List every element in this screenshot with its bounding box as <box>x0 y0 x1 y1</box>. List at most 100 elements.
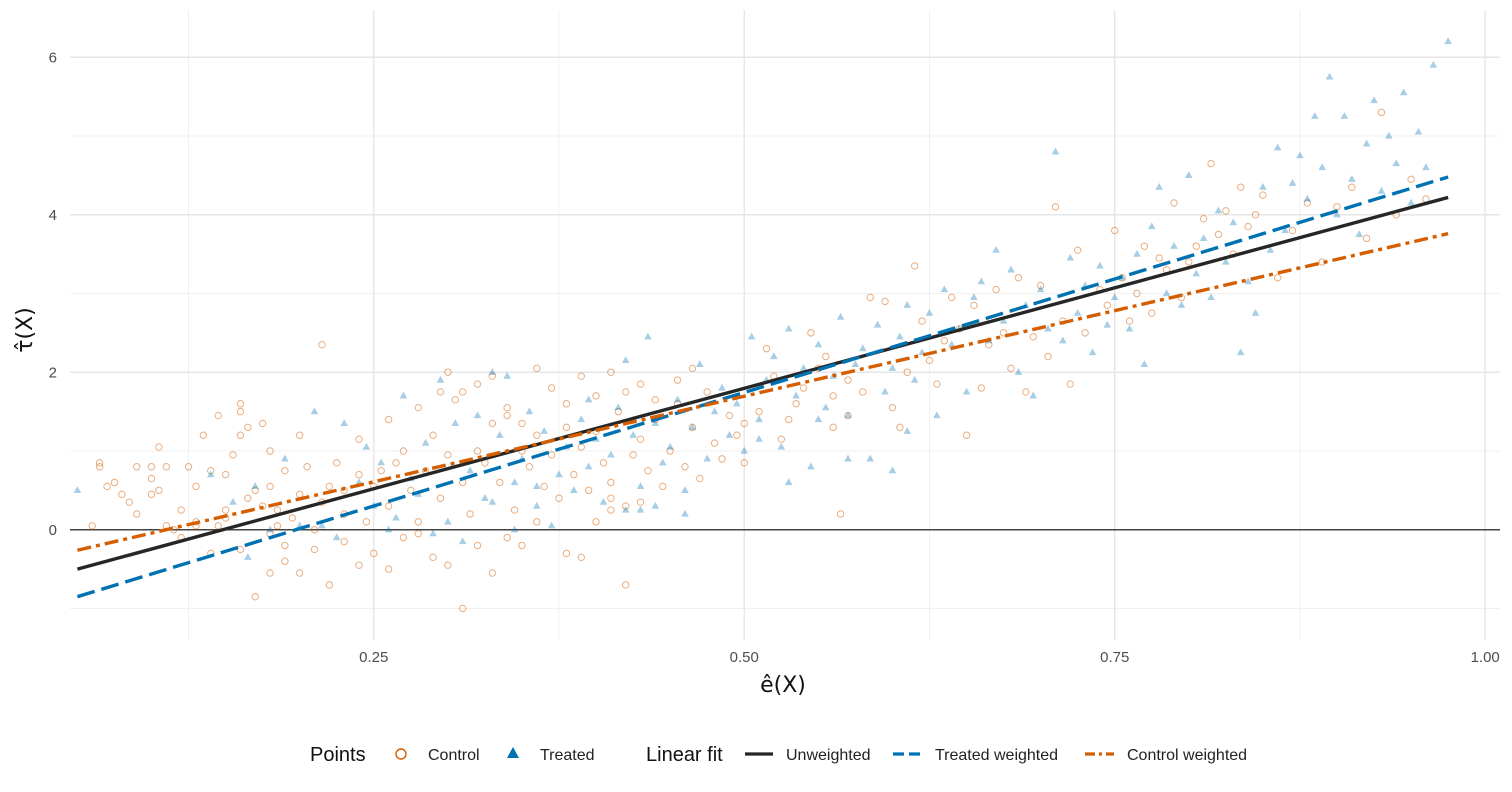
control-point <box>1303 199 1312 207</box>
control-point <box>888 403 897 412</box>
treated-point <box>1318 163 1326 171</box>
control-point <box>518 419 526 428</box>
control-point <box>473 380 482 388</box>
control-point <box>266 569 274 577</box>
treated-point <box>888 364 897 371</box>
treated-point <box>629 431 637 438</box>
control-point <box>629 451 637 459</box>
control-point <box>333 459 341 467</box>
control-point <box>429 431 437 439</box>
control-point <box>325 482 334 491</box>
control-point <box>1170 199 1178 207</box>
control-point <box>258 502 267 510</box>
treated-point <box>377 458 385 466</box>
control-point <box>577 372 585 380</box>
control-point <box>251 486 259 495</box>
control-point <box>962 431 971 439</box>
legend-lines-title: Linear fit <box>646 744 723 766</box>
control-point <box>466 510 474 518</box>
treated-point <box>1236 348 1245 356</box>
treated-point <box>755 434 763 442</box>
treated-point <box>495 431 504 438</box>
control-point <box>147 474 156 483</box>
treated-point <box>1088 348 1097 356</box>
treated-point <box>1340 112 1349 119</box>
control-point <box>533 431 541 439</box>
treated-point <box>614 403 623 411</box>
control-point <box>125 498 133 506</box>
treated-point <box>621 505 630 513</box>
treated-point <box>1429 60 1438 68</box>
treated-point <box>681 509 689 517</box>
treated-point <box>1185 171 1193 178</box>
treated-point <box>799 364 808 371</box>
control-point <box>325 581 334 589</box>
treated-point <box>384 525 393 533</box>
control-point <box>562 423 571 432</box>
control-point <box>1192 242 1200 250</box>
control-point <box>621 581 630 589</box>
control-point <box>207 466 215 475</box>
control-point <box>703 388 711 396</box>
treated-point <box>703 454 712 462</box>
treated-point <box>1140 360 1149 367</box>
control-point <box>318 340 326 349</box>
control-point <box>540 482 548 491</box>
control-point <box>785 415 793 424</box>
legend-points-title: Points <box>310 744 366 766</box>
control-point <box>844 376 852 384</box>
treated-point <box>266 525 274 533</box>
control-point <box>666 447 674 455</box>
y-tick-label: 2 <box>49 364 57 381</box>
control-point <box>436 388 445 396</box>
control-point <box>533 518 541 526</box>
treated-point <box>747 332 756 340</box>
control-point <box>621 388 630 396</box>
control-point <box>266 447 274 455</box>
control-point <box>555 494 563 502</box>
treated-point <box>555 470 563 478</box>
treated-point <box>688 423 697 430</box>
control-point <box>444 561 452 569</box>
treated-point <box>673 395 682 403</box>
control-point <box>636 380 645 388</box>
treated-point <box>1103 320 1112 328</box>
treated-point <box>1192 269 1201 277</box>
treated-point <box>710 407 719 415</box>
treated-point <box>510 525 519 533</box>
control-point <box>659 482 667 491</box>
treated-point <box>510 478 519 486</box>
y-tick-label: 4 <box>49 207 57 224</box>
treated-point <box>1377 186 1386 194</box>
treated-point <box>1355 230 1364 238</box>
control-point <box>1073 246 1082 254</box>
control-point <box>1407 175 1415 184</box>
treated-point <box>577 415 586 423</box>
control-point <box>518 541 526 550</box>
treated-point <box>858 344 867 352</box>
control-point <box>251 592 259 601</box>
treated-point <box>532 482 541 490</box>
control-point <box>147 490 156 499</box>
treated-point <box>392 513 400 521</box>
major-gridlines <box>70 10 1500 640</box>
control-point <box>444 451 452 459</box>
control-point <box>1051 203 1060 211</box>
control-point <box>384 415 393 424</box>
control-point <box>577 443 585 451</box>
treated-point <box>733 399 741 407</box>
treated-point <box>636 505 645 513</box>
treated-point <box>1066 253 1075 261</box>
control-point <box>1333 203 1341 211</box>
treated-point <box>310 407 319 415</box>
control-point <box>414 518 422 526</box>
y-tick-label: 6 <box>49 49 57 66</box>
control-point <box>370 549 378 558</box>
treated-point <box>584 395 593 403</box>
treated-point <box>992 245 1000 253</box>
control-point <box>607 494 615 502</box>
control-point <box>599 459 608 467</box>
control-point <box>740 459 748 467</box>
control-point <box>584 486 593 495</box>
control-point <box>184 463 193 471</box>
